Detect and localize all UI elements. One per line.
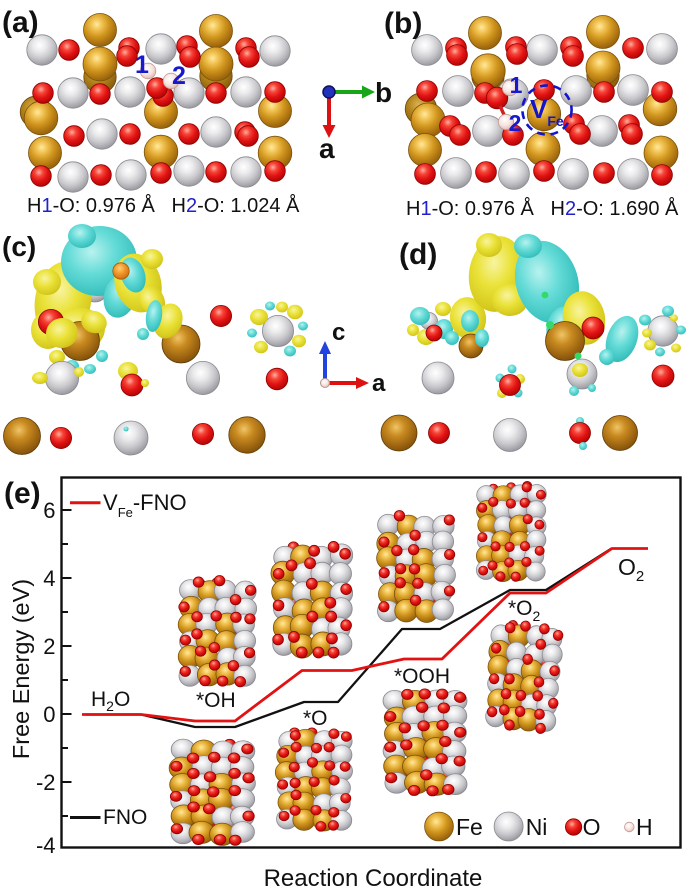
svg-text:2: 2 <box>509 110 522 136</box>
svg-text:*O2: *O2 <box>508 597 541 624</box>
svg-text:1: 1 <box>135 51 149 79</box>
svg-text:4: 4 <box>43 566 55 591</box>
svg-text:Reaction Coordinate: Reaction Coordinate <box>264 865 483 890</box>
svg-text:H: H <box>636 814 653 840</box>
svg-text:(a): (a) <box>2 6 39 39</box>
svg-text:0: 0 <box>43 702 55 727</box>
svg-text:H2O: H2O <box>91 688 130 714</box>
svg-text:b: b <box>375 77 392 108</box>
svg-text:*OOH: *OOH <box>394 665 450 688</box>
svg-text:-2: -2 <box>36 770 56 795</box>
svg-text:1: 1 <box>510 72 523 98</box>
svg-text:VFe-FNO: VFe-FNO <box>103 490 187 520</box>
svg-text:2: 2 <box>172 62 186 90</box>
svg-text:(d): (d) <box>399 238 437 271</box>
svg-text:Ni: Ni <box>526 814 548 840</box>
svg-text:(e): (e) <box>4 477 41 510</box>
svg-text:2: 2 <box>43 634 55 659</box>
svg-text:H1-O: 0.976 Å H2-O: 1.690 Å: H1-O: 0.976 Å H2-O: 1.690 Å <box>406 197 679 220</box>
svg-text:H1-O: 0.976 Å H2-O: 1.024 Å: H1-O: 0.976 Å H2-O: 1.024 Å <box>27 194 300 217</box>
svg-text:c: c <box>332 319 345 346</box>
svg-text:*O: *O <box>303 707 328 730</box>
svg-text:a: a <box>372 370 386 397</box>
svg-text:*OH: *OH <box>196 689 236 712</box>
svg-text:a: a <box>319 133 335 164</box>
svg-text:(c): (c) <box>2 231 36 262</box>
svg-text:O2: O2 <box>618 554 644 585</box>
svg-text:O: O <box>583 814 601 840</box>
svg-text:Free Energy (eV): Free Energy (eV) <box>8 579 34 759</box>
svg-text:(b): (b) <box>384 7 422 40</box>
svg-text:-4: -4 <box>36 833 56 858</box>
svg-text:FNO: FNO <box>103 806 147 829</box>
svg-text:Fe: Fe <box>456 814 483 840</box>
svg-text:6: 6 <box>43 498 55 523</box>
